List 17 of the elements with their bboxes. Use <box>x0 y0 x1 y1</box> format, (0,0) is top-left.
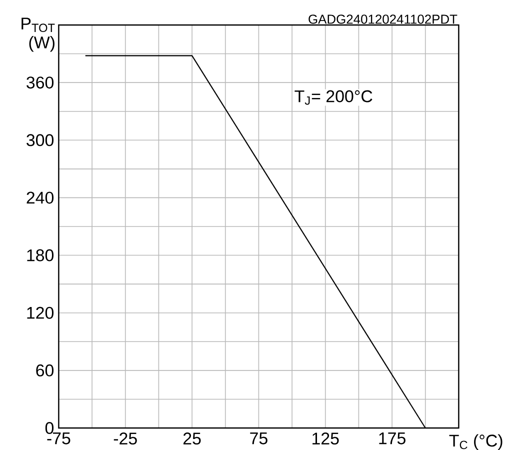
x-tick-label: 75 <box>250 432 268 444</box>
y-tick-label: 240 <box>26 192 54 204</box>
y-tick-label: 120 <box>27 306 54 319</box>
x-tick-label: -25 <box>114 432 137 445</box>
x-tick-label: -75 <box>47 432 70 444</box>
y-tick-label: 60 <box>36 364 54 376</box>
y-tick-label: 180 <box>27 249 54 262</box>
y-tick-label: 360 <box>26 76 54 89</box>
y-tick-label: 0 <box>45 422 54 434</box>
x-tick-label: 125 <box>312 432 339 445</box>
text: GADG240120241102PDT <box>308 14 458 24</box>
y-axis-title: P$_{TOT}$ (W) <box>22 18 55 52</box>
y-tick-label: 300 <box>26 134 54 146</box>
annotation: T$_{J}$= 200°C <box>294 90 372 105</box>
x-tick-label: 25 <box>183 432 201 445</box>
x-axis-title: T$_{C}$ (°C) <box>449 434 502 450</box>
x-tick-label: 175 <box>379 432 406 444</box>
